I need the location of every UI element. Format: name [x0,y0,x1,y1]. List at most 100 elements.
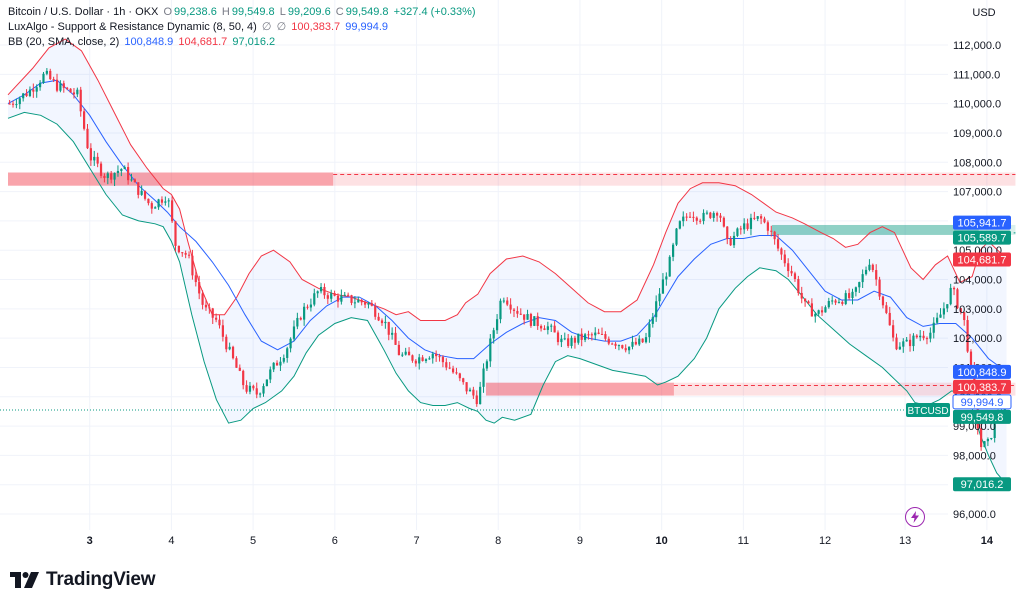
candle-body[interactable] [211,308,214,318]
candle-body[interactable] [242,370,245,386]
candle-body[interactable] [45,70,48,74]
candle-body[interactable] [793,273,797,280]
candle-body[interactable] [702,212,705,222]
candle-body[interactable] [360,300,363,303]
candle-body[interactable] [66,87,69,89]
candle-body[interactable] [929,332,932,339]
candle-body[interactable] [736,228,739,236]
candle-body[interactable] [773,231,776,240]
candle-body[interactable] [424,359,428,362]
candle-body[interactable] [303,306,306,320]
candle-body[interactable] [512,309,516,311]
candle-body[interactable] [763,218,766,223]
candle-body[interactable] [184,252,187,255]
candle-body[interactable] [908,339,912,347]
candle-body[interactable] [868,264,871,270]
candle-body[interactable] [854,287,857,292]
candle-body[interactable] [580,333,583,340]
candle-body[interactable] [391,332,394,335]
candle-body[interactable] [671,244,675,257]
candle-body[interactable] [309,304,313,308]
candle-body[interactable] [800,292,803,299]
candle-body[interactable] [506,300,509,305]
candle-body[interactable] [729,238,732,246]
candle-body[interactable] [482,368,485,387]
candle-body[interactable] [282,357,285,362]
candle-body[interactable] [15,104,18,106]
candle-body[interactable] [699,220,702,222]
candle-body[interactable] [187,254,191,256]
candle-body[interactable] [18,98,21,105]
candle-body[interactable] [787,263,790,272]
candle-body[interactable] [11,103,15,105]
candle-body[interactable] [485,361,489,369]
candle-body[interactable] [590,334,593,336]
candle-body[interactable] [110,173,113,180]
candle-body[interactable] [441,356,445,363]
candle-body[interactable] [123,167,126,170]
candle-body[interactable] [553,325,556,333]
candle-body[interactable] [49,70,52,80]
candle-body[interactable] [475,395,478,405]
candle-body[interactable] [62,83,65,88]
candle-body[interactable] [607,338,610,344]
candle-body[interactable] [627,346,631,351]
candle-body[interactable] [858,282,861,288]
candle-body[interactable] [76,89,79,95]
candle-body[interactable] [516,310,519,314]
candle-body[interactable] [848,293,851,299]
candle-body[interactable] [35,87,38,92]
candle-body[interactable] [458,373,461,379]
candle-body[interactable] [550,325,553,327]
candle-body[interactable] [96,156,99,164]
candle-body[interactable] [695,217,698,221]
candle-body[interactable] [678,221,681,229]
candle-body[interactable] [130,179,133,181]
candle-body[interactable] [597,332,600,334]
candle-body[interactable] [489,338,492,362]
candle-body[interactable] [215,317,218,320]
candle-body[interactable] [966,320,969,352]
candle-body[interactable] [438,356,441,358]
candle-body[interactable] [479,386,482,405]
candle-body[interactable] [120,169,123,171]
candle-body[interactable] [820,310,824,313]
candle-body[interactable] [333,293,336,296]
candle-body[interactable] [326,295,329,299]
candle-body[interactable] [255,388,258,395]
candle-body[interactable] [614,343,617,346]
candle-body[interactable] [546,326,549,330]
candle-body[interactable] [150,203,153,209]
candle-body[interactable] [919,335,922,338]
candle-body[interactable] [384,321,387,324]
candle-body[interactable] [658,293,661,302]
candle-body[interactable] [583,334,587,340]
candle-body[interactable] [570,337,573,346]
candle-body[interactable] [221,325,224,337]
candle-body[interactable] [536,316,539,327]
candle-body[interactable] [827,301,830,308]
candle-body[interactable] [817,310,820,314]
candle-body[interactable] [885,305,888,313]
candle-body[interactable] [912,335,915,347]
candle-body[interactable] [526,314,529,320]
candle-body[interactable] [340,295,343,302]
candle-body[interactable] [556,332,560,343]
candle-body[interactable] [969,351,973,366]
candle-body[interactable] [776,239,780,249]
candle-body[interactable] [204,304,208,308]
candle-body[interactable] [275,362,279,366]
candle-body[interactable] [28,89,32,97]
candle-body[interactable] [248,385,252,392]
candle-body[interactable] [644,337,648,343]
candle-body[interactable] [323,287,326,296]
candle-body[interactable] [519,313,522,315]
candle-body[interactable] [790,271,793,274]
candle-body[interactable] [462,378,465,383]
candle-body[interactable] [604,334,607,339]
legend-indicator-sr[interactable]: LuxAlgo - Support & Resistance Dynamic (… [8,20,390,34]
candle-body[interactable] [563,338,566,340]
candle-body[interactable] [181,252,184,254]
candle-body[interactable] [716,213,719,216]
candle-body[interactable] [844,293,847,304]
